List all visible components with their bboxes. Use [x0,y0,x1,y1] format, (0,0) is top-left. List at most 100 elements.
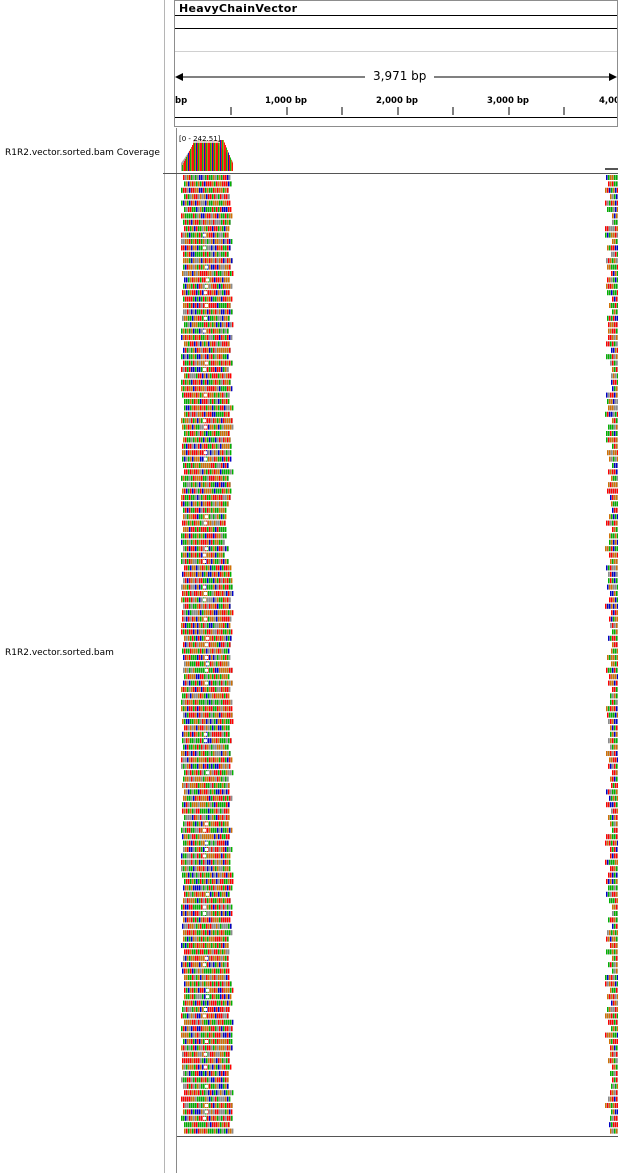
mismatch-base [213,1013,215,1019]
aligned-read[interactable] [182,610,233,616]
mismatch-base [605,1013,607,1019]
mismatch-base [221,917,223,923]
aligned-read[interactable] [181,239,232,244]
mismatch-base [215,239,217,244]
aligned-read[interactable] [182,719,233,724]
mismatch-base [184,610,186,616]
aligned-read[interactable] [607,277,618,283]
aligned-read[interactable] [182,808,229,814]
aligned-read[interactable] [182,968,229,974]
aligned-read[interactable] [181,629,232,635]
mismatch-base [186,411,188,417]
aligned-read[interactable] [607,584,618,590]
mismatch-base [198,1064,200,1070]
mismatch-base [211,1083,213,1089]
coverage-track-name[interactable]: R1R2.vector.sorted.bam Coverage [5,148,160,158]
aligned-read[interactable] [611,1109,618,1115]
aligned-read[interactable] [611,610,618,616]
aligned-read[interactable] [182,424,233,430]
aligned-read[interactable] [607,930,618,936]
ruler[interactable]: bp1,000 bp2,000 bp3,000 bp4,00 [175,91,617,121]
mismatch-base [226,719,228,724]
aligned-read[interactable] [181,213,232,219]
aligned-read[interactable] [611,783,618,788]
mismatch-base [219,495,221,500]
coverage-track[interactable]: [0 - 242.51] [177,131,618,173]
aligned-read[interactable] [181,706,232,712]
mismatch-base [215,1045,217,1051]
aligned-read[interactable] [611,251,618,257]
read-pileup[interactable] [177,174,618,1136]
aligned-read[interactable] [607,1007,618,1012]
aligned-read[interactable] [181,699,232,705]
aligned-read[interactable] [181,386,232,392]
aligned-read[interactable] [607,264,618,270]
aligned-read[interactable] [607,245,618,251]
aligned-read[interactable] [607,655,618,660]
mismatch-base [213,245,215,251]
aligned-read[interactable] [184,565,231,571]
aligned-read[interactable] [181,904,232,910]
aligned-read[interactable] [611,347,618,353]
aligned-read[interactable] [611,661,618,667]
mismatch-base [214,731,216,737]
alignment-track[interactable] [177,174,618,1136]
aligned-read[interactable] [611,1000,618,1006]
aligned-read[interactable] [181,827,232,833]
mismatch-base [183,751,185,756]
aligned-read[interactable] [611,501,618,507]
aligned-read[interactable] [183,175,230,180]
aligned-read[interactable] [181,911,232,916]
mismatch-base [200,815,202,820]
aligned-read[interactable] [611,808,618,814]
mismatch-base [198,610,200,616]
mismatch-base [203,360,205,366]
aligned-read[interactable] [181,757,232,763]
aligned-read[interactable] [607,712,618,718]
aligned-read[interactable] [611,379,618,385]
aligned-read[interactable] [611,1026,618,1032]
mismatch-base [228,725,230,731]
aligned-read[interactable] [182,591,233,596]
coverage-bar [219,140,220,171]
aligned-read[interactable] [607,207,618,212]
aligned-read[interactable] [182,872,233,878]
chromosome-ideogram[interactable] [175,15,617,29]
aligned-read[interactable] [184,207,231,212]
aligned-read[interactable] [611,1083,618,1089]
mismatch-base [189,840,191,846]
mismatch-base [210,815,212,820]
aligned-read[interactable] [607,488,618,494]
mismatch-base [616,181,618,187]
aligned-read[interactable] [607,994,618,1000]
aligned-read[interactable] [611,475,618,481]
aligned-read[interactable] [607,399,618,404]
aligned-read[interactable] [183,514,226,520]
panel-divider[interactable] [164,0,165,1173]
aligned-read[interactable] [611,271,618,276]
mismatch-base [229,578,231,584]
aligned-read[interactable] [611,648,618,654]
aligned-read[interactable] [183,507,226,513]
mismatch-base [223,1115,225,1121]
aligned-read[interactable] [183,527,226,532]
aligned-read[interactable] [181,1032,232,1038]
aligned-read[interactable] [182,648,229,654]
aligned-read[interactable] [607,315,618,321]
aligned-read[interactable] [183,917,230,923]
aligned-read[interactable] [184,373,231,379]
aligned-read[interactable] [182,271,233,276]
mismatch-base [200,226,202,232]
aligned-read[interactable] [607,290,618,296]
aligned-read[interactable] [607,450,618,456]
mismatch-base [195,642,197,648]
mismatch-base [614,463,616,468]
alignment-track-name[interactable]: R1R2.vector.sorted.bam [5,648,114,658]
mismatch-base [197,1026,199,1032]
coverage-histogram[interactable] [177,131,618,173]
aligned-read[interactable] [182,693,229,699]
aligned-read[interactable] [181,335,232,340]
mismatch-base [199,642,201,648]
aligned-read[interactable] [611,373,618,379]
mismatch-base [201,239,203,244]
